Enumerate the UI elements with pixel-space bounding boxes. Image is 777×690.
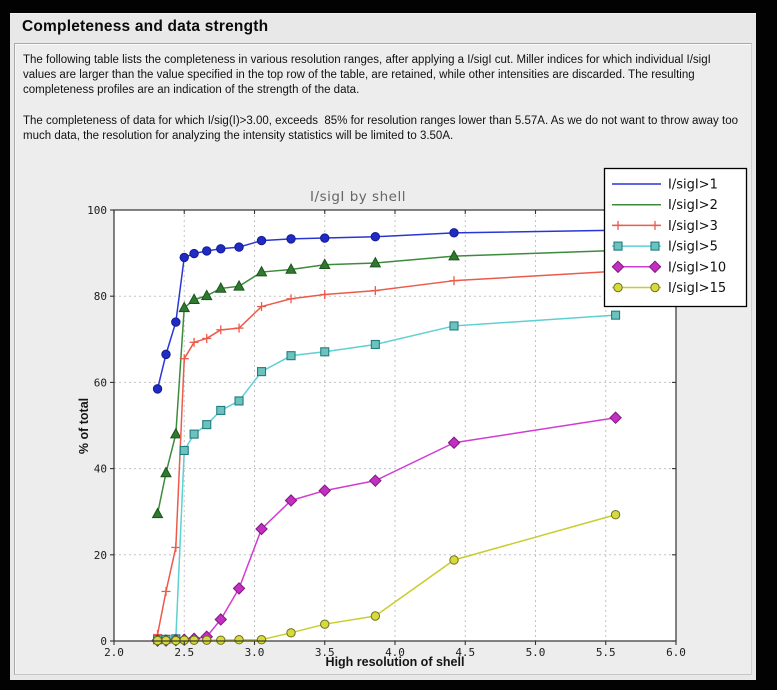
content-panel: The following table lists the completene… — [14, 43, 752, 675]
panel-title: Completeness and data strength — [22, 18, 269, 35]
resolution-note-paragraph: The completeness of data for which I/sig… — [23, 115, 742, 142]
description-paragraph: The following table lists the completene… — [23, 54, 714, 96]
completeness-panel: Completeness and data strength The follo… — [10, 13, 756, 680]
